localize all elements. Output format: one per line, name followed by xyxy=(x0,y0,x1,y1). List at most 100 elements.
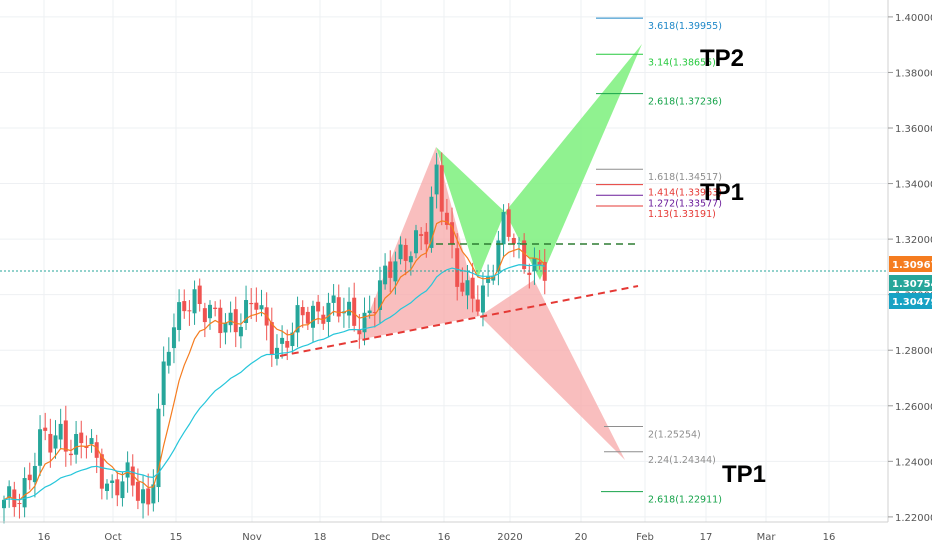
candle-body xyxy=(74,434,79,455)
candle-body xyxy=(285,341,290,348)
candle-body xyxy=(105,483,109,492)
candle-body xyxy=(460,282,465,292)
candle-body xyxy=(99,454,104,489)
ema-slow-line xyxy=(3,264,545,501)
fib-level-label: 1.618(1.34517) xyxy=(648,172,722,183)
candle-body xyxy=(444,212,449,225)
harmonic-patterns xyxy=(358,44,642,460)
candle-body xyxy=(110,480,115,483)
candle-body xyxy=(120,481,125,499)
candle-body xyxy=(439,165,444,212)
candle-body xyxy=(429,196,434,248)
candle-body xyxy=(259,305,264,310)
price-tag-label: 1.30754 xyxy=(892,279,932,290)
fib-level-label: 2.618(1.37236) xyxy=(648,97,722,108)
candle-body xyxy=(12,489,17,508)
candle-body xyxy=(94,442,99,458)
candle-body xyxy=(166,351,171,366)
price-tag-label: 1.30479 xyxy=(892,297,932,308)
candle-body xyxy=(367,310,372,314)
candle-body xyxy=(32,465,37,483)
candle-body xyxy=(352,297,357,326)
candle-body xyxy=(372,312,377,314)
candle-body xyxy=(233,309,238,333)
candle-body xyxy=(403,244,408,261)
candle-body xyxy=(465,280,470,296)
candle-body xyxy=(115,479,120,496)
price-tick-label: 1.32000 xyxy=(895,235,932,246)
candle-body xyxy=(486,276,491,283)
candle-body xyxy=(22,478,27,508)
fib-level-label: 1.13(1.33191) xyxy=(648,209,716,220)
candle-body xyxy=(336,297,341,317)
price-tag-box xyxy=(889,293,932,309)
candle-body xyxy=(43,427,48,431)
time-axis[interactable]: 16 Oct 15 Nov 18 Dec 16 2020 20 Feb 17 Mar 16 xyxy=(38,532,836,543)
fib-level-label: 3.14(1.38655) xyxy=(648,57,716,68)
fibonacci-levels: 3.618(1.39955) 3.14(1.38655) 2.618(1.37236… xyxy=(596,17,722,506)
candle-body xyxy=(79,432,84,444)
tp2-label: TP2 xyxy=(700,45,744,72)
candle-body xyxy=(223,322,228,333)
candle-body xyxy=(450,222,455,245)
price-tag-box xyxy=(889,256,932,272)
candle-body xyxy=(171,327,176,349)
price-tags: 1.30967 1.30754 1.30479 xyxy=(889,256,932,309)
candle-body xyxy=(511,237,516,244)
candle-body xyxy=(53,435,58,449)
moving-averages xyxy=(3,220,546,501)
candle-body xyxy=(532,257,537,271)
candle-body xyxy=(218,307,223,334)
candle-body xyxy=(63,420,68,452)
price-tick-label: 1.26000 xyxy=(895,402,932,413)
candle-body xyxy=(274,347,279,359)
time-tick-label: 16 xyxy=(438,532,451,543)
candle-body xyxy=(347,301,352,316)
time-tick-label: 15 xyxy=(170,532,183,543)
candle-body xyxy=(38,429,43,466)
candle-body xyxy=(7,486,12,499)
time-tick-label: 16 xyxy=(823,532,836,543)
price-tick-label: 1.40000 xyxy=(895,13,932,24)
candle-body xyxy=(238,326,243,337)
candle-body xyxy=(424,231,429,245)
candle-body xyxy=(316,301,321,312)
price-tick-label: 1.38000 xyxy=(895,68,932,79)
candle-body xyxy=(2,499,6,509)
grid xyxy=(0,0,888,522)
candle-body xyxy=(537,261,542,265)
candle-body xyxy=(48,433,53,453)
candle-body xyxy=(388,261,393,278)
ema-fast-line xyxy=(3,220,546,501)
candle-body xyxy=(527,272,532,275)
time-tick-label: 20 xyxy=(575,532,588,543)
candle-body xyxy=(177,302,182,330)
bearish-pattern-left xyxy=(358,147,480,340)
candle-body xyxy=(475,299,480,312)
time-tick-label: Dec xyxy=(371,532,390,543)
candle-body xyxy=(414,230,418,254)
fib-level-label: 2.618(1.22911) xyxy=(648,495,722,506)
candle-body xyxy=(197,285,202,305)
time-tick-label: 2020 xyxy=(497,532,522,543)
fib-level-label: 1.414(1.33963) xyxy=(648,188,722,199)
fib-level-label: 2.24(1.24344) xyxy=(648,455,716,466)
candle-body xyxy=(290,332,295,347)
candle-body xyxy=(326,302,331,322)
price-tag-box xyxy=(889,275,932,291)
candle-body xyxy=(151,484,156,504)
candle-body xyxy=(455,248,460,287)
candle-body xyxy=(377,280,382,311)
candle-body xyxy=(141,489,146,504)
candle-body xyxy=(305,311,310,324)
candle-body xyxy=(208,304,212,319)
candle-body xyxy=(517,242,521,245)
candle-body xyxy=(501,212,506,245)
candle-body xyxy=(146,488,151,505)
candle-body xyxy=(249,302,254,305)
bullish-pattern-left xyxy=(436,147,505,278)
candle-body xyxy=(362,312,367,333)
time-tick-label: Nov xyxy=(242,532,262,543)
candle-body xyxy=(27,474,32,481)
